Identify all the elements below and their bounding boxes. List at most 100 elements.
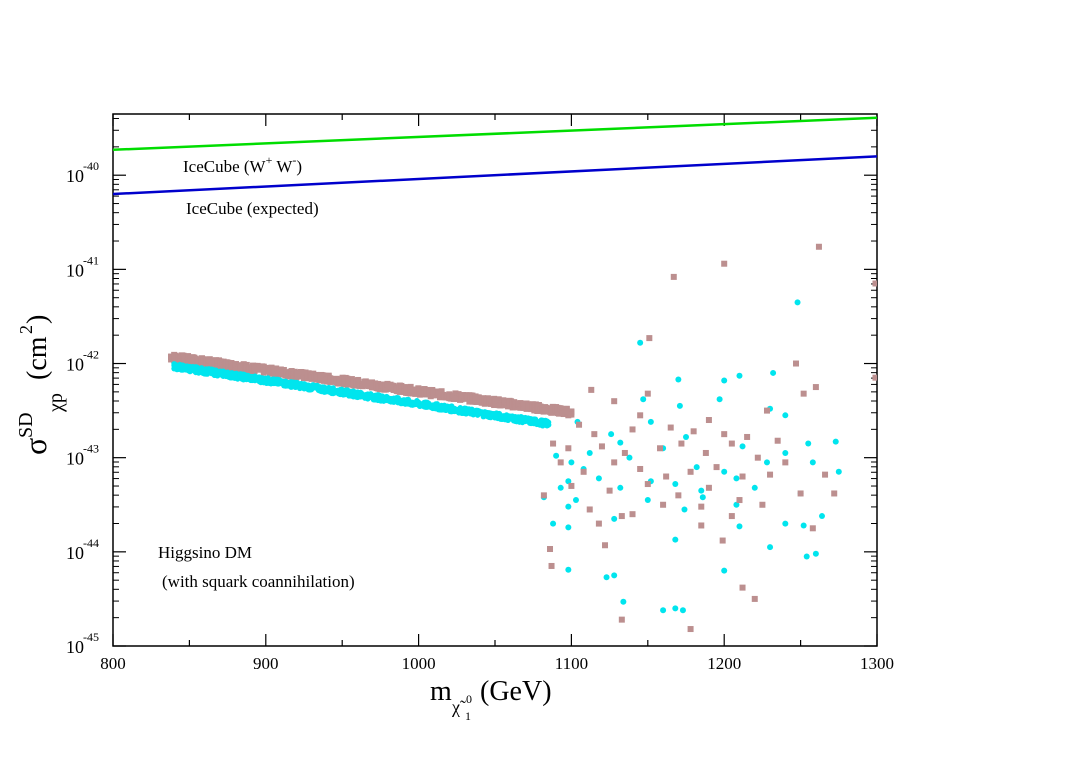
- scatter-point: [617, 439, 624, 446]
- scatter-point: [568, 482, 575, 489]
- y-tick-label-exponent: -43: [83, 442, 99, 456]
- band-point: [438, 388, 445, 395]
- scatter-point: [644, 481, 651, 488]
- scatter-point: [698, 522, 705, 529]
- scatter-point: [705, 417, 712, 424]
- band-point: [185, 353, 192, 360]
- scatter-point: [557, 484, 564, 491]
- scatter-point: [754, 454, 761, 461]
- plot-frame: [112, 113, 878, 647]
- y-tick-label-exponent: -45: [83, 630, 99, 644]
- scatter-point: [550, 440, 557, 447]
- scatter-point: [812, 384, 819, 391]
- scatter-point: [598, 443, 605, 450]
- scatter-point: [586, 449, 593, 456]
- scatter-point: [800, 390, 807, 397]
- scatter-point: [618, 513, 625, 520]
- scatter-point: [586, 506, 593, 513]
- scatter-point: [548, 562, 555, 569]
- scatter-point: [721, 468, 728, 475]
- y-tick-label-base: 10: [66, 543, 84, 563]
- scatter-point: [797, 490, 804, 497]
- x-tick-label: 1200: [707, 654, 741, 673]
- scatter-point: [675, 492, 682, 499]
- scatter-point: [672, 605, 679, 612]
- scatter-point: [683, 433, 689, 440]
- scatter-point: [736, 372, 743, 379]
- scatter-point: [637, 412, 644, 419]
- icecube-ww-sup-plus: +: [266, 153, 273, 167]
- scatter-point: [608, 431, 615, 438]
- scatter-point: [767, 544, 774, 551]
- scatter-point: [728, 513, 735, 520]
- band-point: [384, 381, 391, 388]
- band-point: [302, 369, 309, 376]
- scatter-point: [782, 459, 789, 466]
- data-layer: [113, 116, 877, 633]
- scatter-point: [770, 369, 777, 376]
- band-point: [556, 410, 563, 417]
- scatter-point: [739, 473, 746, 480]
- scatter-point: [699, 494, 706, 501]
- scatter-point: [565, 503, 572, 510]
- scatter-point: [646, 335, 653, 342]
- scatter-point: [681, 506, 688, 513]
- scatter-point: [644, 390, 651, 397]
- x-tick-label: 800: [100, 654, 126, 673]
- scatter-point: [660, 607, 667, 614]
- scatter-point: [679, 607, 686, 614]
- scatter-point: [565, 445, 572, 452]
- scatter-point: [568, 459, 575, 466]
- scatter-point: [793, 360, 800, 367]
- scatter-point: [611, 459, 618, 466]
- scatter-point: [736, 497, 743, 504]
- scatter-point: [565, 566, 572, 573]
- scatter-point: [603, 574, 610, 581]
- x-axis-label-unit: (GeV): [480, 676, 552, 707]
- scatter-point: [626, 454, 633, 461]
- y-tick-label-base: 10: [66, 260, 84, 280]
- x-tick-label: 1300: [860, 654, 894, 673]
- y-tick-label-base: 10: [66, 637, 84, 657]
- scatter-point: [759, 501, 766, 508]
- scatter-point: [670, 273, 677, 280]
- scatter-point: [595, 520, 602, 527]
- scatter-point: [678, 440, 685, 447]
- scatter-point: [702, 449, 709, 456]
- scatter-point: [611, 515, 618, 522]
- band-point: [568, 411, 575, 418]
- scatter-point: [637, 339, 644, 346]
- scatter-point: [818, 513, 825, 520]
- scatter-point: [763, 459, 770, 466]
- scatter-point: [812, 550, 819, 557]
- icecube-ww-sup-minus: -: [292, 153, 296, 167]
- scatter-point: [803, 553, 810, 560]
- scatter-point: [676, 402, 683, 409]
- scatter-point: [611, 572, 618, 579]
- scatter-point: [774, 437, 781, 444]
- x-axis-label-chi-index: 1: [465, 709, 471, 723]
- scatter-point: [719, 537, 726, 544]
- scatter-point: [716, 396, 723, 403]
- y-tick-label-exponent: -44: [83, 536, 99, 550]
- band-point: [243, 361, 250, 368]
- scatter-point: [693, 464, 700, 471]
- scatter-point: [580, 468, 587, 475]
- scatter-point: [644, 497, 651, 504]
- y-axis-label-unit-sup: 2: [16, 325, 36, 334]
- y-tick-label-exponent: -40: [83, 159, 99, 173]
- scatter-point: [744, 433, 751, 440]
- scatter-point: [809, 459, 816, 466]
- scatter-point: [721, 377, 728, 384]
- band-point: [355, 376, 362, 383]
- scatter-point: [620, 598, 627, 605]
- icecube-ww-main: IceCube (W: [183, 157, 267, 176]
- band-point: [265, 375, 271, 381]
- y-axis-label-unit-close: ): [22, 315, 53, 324]
- band-point: [412, 390, 419, 397]
- x-axis-label-m: m: [430, 676, 452, 707]
- scatter-point: [705, 484, 712, 491]
- scatter-point: [832, 438, 839, 445]
- scatter-point: [540, 492, 547, 499]
